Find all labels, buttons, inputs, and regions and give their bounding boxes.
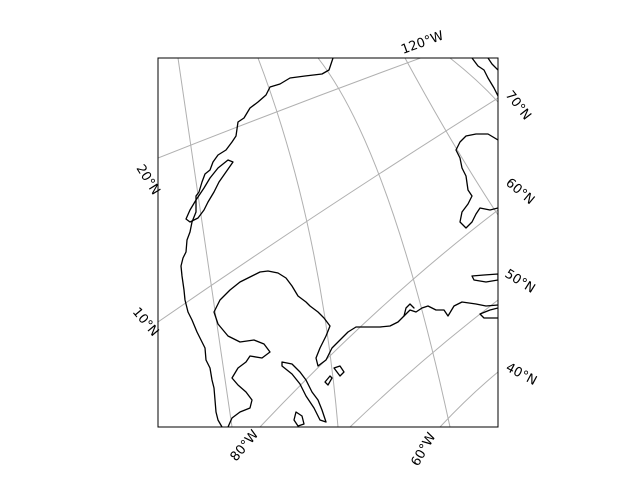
parallel-line xyxy=(439,371,498,427)
meridian-line xyxy=(449,58,498,103)
coastline-cuba xyxy=(281,361,327,423)
longitude-label-60w: 60°W xyxy=(408,430,439,469)
coastline-island xyxy=(293,411,305,427)
coastline-florida xyxy=(403,303,415,317)
map-frame xyxy=(157,57,499,428)
coastline-hudson-bay xyxy=(455,133,498,229)
coastline-baja xyxy=(185,159,234,223)
coastline-atlantic-canada xyxy=(471,273,498,283)
coastline-atlantic-canada xyxy=(479,307,498,319)
meridian-line xyxy=(317,58,451,427)
meridian-line xyxy=(257,58,339,427)
longitude-label-120w: 120°W xyxy=(399,29,446,58)
coastline-arctic-islands xyxy=(471,58,498,97)
latitude-label-70n: 70°N xyxy=(502,88,534,123)
latitude-label-50n: 50°N xyxy=(502,267,538,297)
latitude-label-10n: 10°N xyxy=(129,305,162,340)
meridian-line xyxy=(177,58,233,427)
parallel-line xyxy=(158,58,423,159)
map-plot-area xyxy=(158,58,498,427)
latitude-label-40n: 40°N xyxy=(503,360,539,389)
parallel-line xyxy=(259,209,498,427)
meridian-line xyxy=(404,58,498,216)
coastline-island xyxy=(333,365,345,377)
parallel-line xyxy=(158,97,498,323)
longitude-label-80w: 80°W xyxy=(228,427,263,464)
coastline-arctic-islands xyxy=(487,58,498,71)
coastline-island xyxy=(324,375,333,386)
latitude-label-60n: 60°N xyxy=(502,176,537,209)
coastline-west xyxy=(180,58,334,427)
coastline-gulf xyxy=(213,270,498,427)
